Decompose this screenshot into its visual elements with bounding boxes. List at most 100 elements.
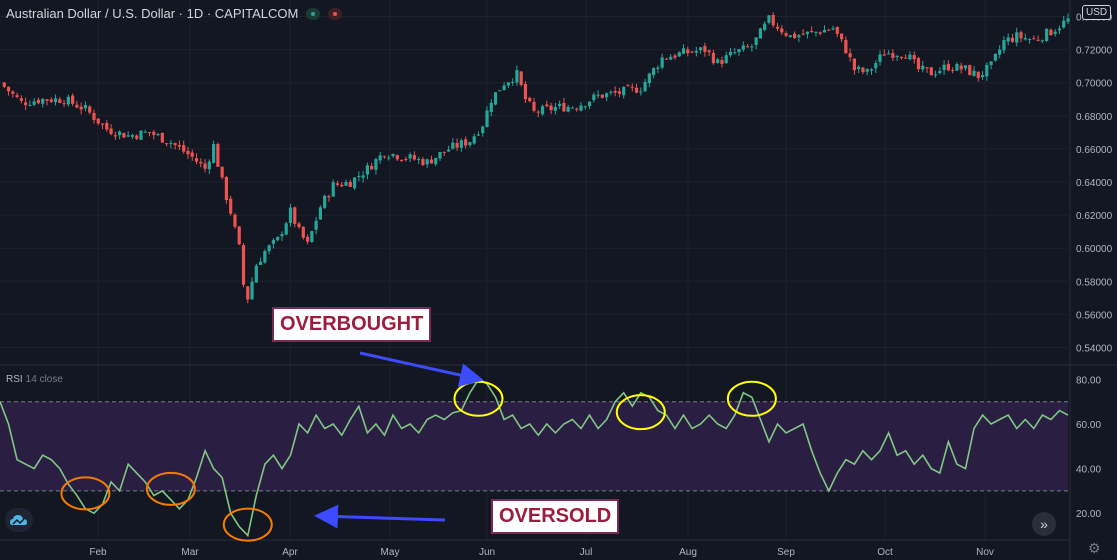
candle-body xyxy=(630,86,634,88)
candle-body xyxy=(1002,40,1006,51)
overbought-marker xyxy=(615,394,666,431)
candle-body xyxy=(596,94,600,96)
candle-body xyxy=(925,67,929,69)
symbol-title[interactable]: Australian Dollar / U.S. Dollar · 1D · C… xyxy=(6,6,343,21)
candle-body xyxy=(660,57,664,68)
candle-body xyxy=(805,31,810,35)
candle-body xyxy=(254,265,258,283)
rsi-tick-label: 80.00 xyxy=(1076,375,1101,386)
time-tick-label: Oct xyxy=(877,547,893,558)
rsi-line xyxy=(0,378,1069,538)
candle-body xyxy=(109,128,113,135)
candle-body xyxy=(100,123,105,125)
candle-body xyxy=(143,131,147,133)
candle-body xyxy=(528,97,532,102)
candle-body xyxy=(664,58,669,60)
candle-body xyxy=(968,65,972,76)
candle-body xyxy=(874,63,878,69)
candle-body xyxy=(754,37,758,46)
candle-body xyxy=(147,132,152,134)
candle-body xyxy=(801,33,805,35)
candle-body xyxy=(955,63,959,71)
candle-body xyxy=(839,33,844,40)
candle-body xyxy=(899,56,903,58)
candle-body xyxy=(545,104,549,107)
candle-body xyxy=(305,236,310,242)
candle-body xyxy=(421,159,425,166)
candle-body xyxy=(395,155,399,160)
candle-body xyxy=(613,91,617,93)
candle-body xyxy=(1006,37,1010,42)
candle-body xyxy=(318,207,322,220)
candle-body xyxy=(220,166,224,178)
candle-body xyxy=(344,181,348,186)
currency-badge[interactable]: USD xyxy=(1082,5,1112,20)
candle-body xyxy=(750,46,754,48)
candle-body xyxy=(707,50,711,53)
candle-body xyxy=(152,131,156,135)
fast-forward-icon[interactable]: » xyxy=(1032,512,1056,536)
candle-body xyxy=(985,64,989,77)
candle-body xyxy=(1032,38,1036,40)
cloud-logo-icon[interactable] xyxy=(5,508,33,532)
candle-body xyxy=(374,159,378,170)
candle-body xyxy=(566,106,570,112)
candle-body xyxy=(96,118,100,124)
candle-body xyxy=(741,45,745,50)
candle-body xyxy=(746,46,750,48)
candle-body xyxy=(58,99,62,103)
rsi-band xyxy=(0,401,1068,491)
candle-body xyxy=(1019,32,1023,39)
candle-body xyxy=(797,35,801,38)
rsi-tick-label: 20.00 xyxy=(1076,509,1101,520)
candle-body xyxy=(404,158,408,160)
candle-body xyxy=(737,49,741,53)
candle-body xyxy=(998,49,1002,55)
candle-body xyxy=(1045,28,1049,42)
candle-body xyxy=(49,99,53,102)
candle-body xyxy=(822,29,827,33)
candle-body xyxy=(609,91,613,93)
candle-body xyxy=(1057,28,1062,31)
candle-body xyxy=(886,53,891,55)
candle-body xyxy=(972,70,976,76)
candle-body xyxy=(562,102,566,112)
candle-body xyxy=(365,165,369,175)
candle-body xyxy=(66,96,70,105)
oversold-arrow xyxy=(314,504,446,529)
candle-body xyxy=(626,85,630,87)
candle-body xyxy=(113,135,117,137)
candle-body xyxy=(506,82,510,86)
rsi-legend[interactable]: RSI 14 close xyxy=(6,374,63,385)
price-tick-label: 0.58000 xyxy=(1076,277,1113,288)
market-open-icon xyxy=(306,7,321,20)
candle-body xyxy=(246,286,250,300)
candle-body xyxy=(15,95,19,98)
candle-body xyxy=(1023,38,1027,40)
candle-body xyxy=(451,142,455,149)
candle-body xyxy=(959,65,963,70)
candle-body xyxy=(951,69,955,71)
candle-body xyxy=(118,131,122,136)
candle-body xyxy=(639,91,643,93)
candle-body xyxy=(634,87,639,93)
candle-body xyxy=(173,143,177,145)
gear-icon[interactable]: ⚙ xyxy=(1088,540,1101,556)
candle-body xyxy=(442,151,446,153)
candle-body xyxy=(963,65,968,69)
candle-body xyxy=(532,101,536,111)
candle-body xyxy=(425,159,429,165)
price-tick-label: 0.64000 xyxy=(1076,178,1113,189)
candle-body xyxy=(288,207,293,223)
candle-body xyxy=(293,207,297,224)
candle-body xyxy=(92,112,96,120)
price-tick-label: 0.66000 xyxy=(1076,145,1113,156)
candle-body xyxy=(553,106,557,111)
candle-body xyxy=(502,85,506,91)
candle-body xyxy=(130,135,135,137)
candle-body xyxy=(122,132,126,138)
candle-body xyxy=(41,98,45,104)
candle-body xyxy=(331,182,335,197)
candle-body xyxy=(126,135,130,137)
